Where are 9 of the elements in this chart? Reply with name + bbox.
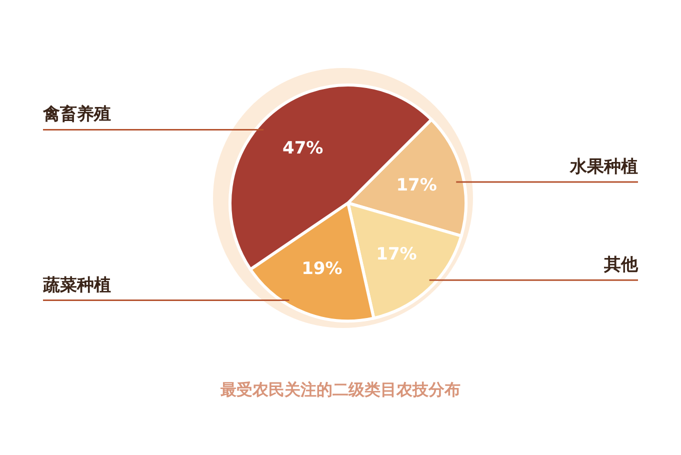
slice-label: 禽畜养殖 [42, 104, 111, 125]
text: 最受农民关注的二级类目农技分布 [220, 380, 462, 401]
data-label: 17% [376, 244, 417, 265]
data-label: 47% [282, 138, 324, 158]
slice-label: 其他 [603, 255, 639, 276]
data-label: 17% [396, 175, 437, 196]
slice-label: 蔬菜种植 [42, 275, 111, 296]
slice-label: 水果种植 [569, 157, 638, 178]
data-label: 19% [302, 258, 342, 279]
